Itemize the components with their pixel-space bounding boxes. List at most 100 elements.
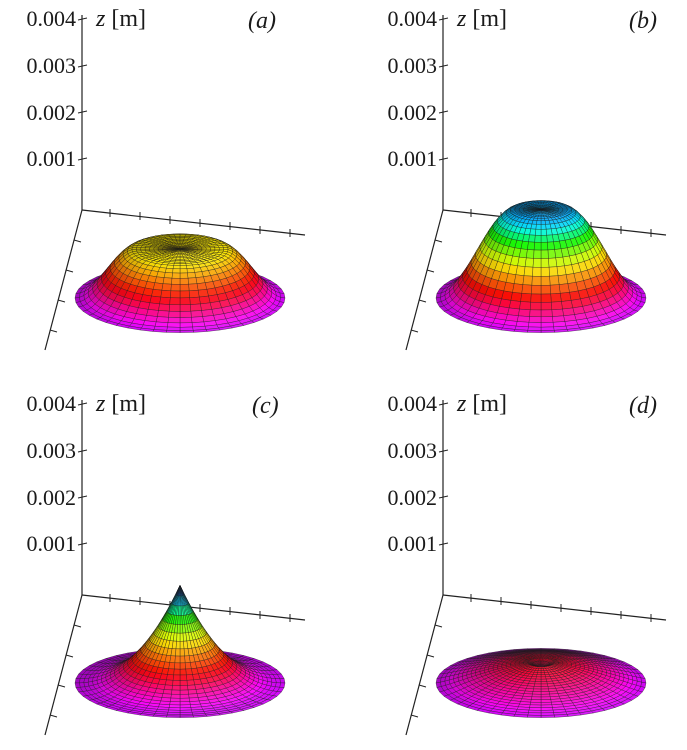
panel-a: 0.004 0.003 0.002 0.001 z [m] (a)	[27, 6, 306, 351]
panel-c: 0.004 0.003 0.002 0.001 z [m] (c)	[27, 391, 306, 736]
surface-facet	[155, 316, 169, 323]
z-tick-label: 0.001	[27, 146, 77, 171]
surface-facet	[186, 679, 195, 686]
surface-facet	[161, 283, 172, 292]
z-tick-label: 0.004	[388, 6, 438, 31]
surface-facet	[524, 257, 534, 268]
surface-facet	[540, 234, 548, 243]
surface-facet	[157, 310, 170, 318]
surface-facet	[527, 714, 542, 718]
panel-label: (b)	[629, 8, 657, 34]
surface-facet	[179, 272, 189, 279]
surface-facet	[168, 304, 181, 312]
surface-facet	[540, 228, 547, 236]
surface-facet	[190, 303, 202, 312]
surface-facet	[184, 655, 191, 664]
surface-facet	[175, 648, 181, 657]
surface-facet	[531, 284, 542, 295]
surface-facet	[536, 218, 542, 222]
surface-facet	[197, 289, 209, 298]
surface-facet	[159, 296, 171, 305]
z-tick-label: 0.004	[27, 6, 77, 31]
surface-facet	[555, 256, 565, 267]
surface-facet	[151, 289, 163, 298]
y-axis-ticks	[49, 239, 82, 333]
surface-facet	[191, 316, 205, 323]
surface-facet	[171, 685, 181, 691]
surface-facet	[540, 699, 552, 703]
surface-facet	[551, 301, 563, 311]
z-tick-mark	[77, 17, 88, 21]
surface-facet	[169, 297, 181, 306]
surface-facet	[540, 301, 553, 311]
surface-facet	[140, 247, 146, 250]
surface-facet	[179, 715, 195, 718]
surface-facet	[559, 292, 572, 302]
surface-facet	[188, 289, 200, 298]
surface-facet	[165, 267, 174, 274]
surface-facet	[179, 640, 185, 650]
surface-facet	[549, 284, 561, 295]
surface-facet	[540, 220, 546, 225]
z-tick-label: 0.003	[388, 53, 438, 78]
panel-d: 0.004 0.003 0.002 0.001 z [m] (d)	[388, 391, 667, 736]
surface-facet	[519, 301, 531, 311]
surface-facet	[549, 275, 560, 286]
surface-facet	[179, 685, 189, 691]
surface-facet	[558, 283, 570, 294]
surface-facet	[530, 223, 537, 230]
surface-facet	[172, 268, 181, 274]
surface-facet	[540, 683, 549, 687]
surface-facet	[523, 266, 534, 277]
surface-facet	[540, 681, 548, 685]
surface-facet	[516, 315, 530, 323]
surface-facet	[540, 330, 555, 333]
z-tick-label: 0.002	[27, 100, 77, 125]
surface-facet	[537, 670, 542, 673]
surface-facet	[171, 689, 181, 695]
y-axis-line	[405, 594, 444, 736]
surface-facet	[540, 676, 547, 680]
surface-facet	[517, 256, 527, 267]
y-axis-ticks	[410, 239, 443, 333]
surface-facet	[167, 317, 181, 324]
surface-facet	[179, 615, 183, 625]
surface-facet	[179, 310, 192, 318]
surface-facet	[172, 674, 181, 681]
surface-facet	[527, 241, 535, 251]
z-tick-label: 0.003	[27, 53, 77, 78]
surface-facet	[179, 648, 185, 657]
surface-facet	[179, 317, 193, 324]
surface-facet	[179, 674, 188, 681]
surface-facet	[529, 704, 542, 708]
z-tick-mark	[77, 64, 88, 68]
surface-facet	[194, 271, 204, 278]
surface-facet	[540, 326, 555, 331]
surface-facet	[540, 241, 549, 251]
y-axis-line	[44, 594, 83, 736]
y-axis-line	[405, 209, 444, 351]
surface-facet	[540, 688, 550, 692]
surface-facet	[547, 241, 555, 251]
surface-facet	[526, 249, 535, 259]
surface-facet	[535, 224, 542, 230]
surface-facet	[522, 275, 533, 286]
surface-facet	[165, 679, 174, 686]
surface-facet	[152, 282, 164, 291]
z-axis-label: z [m]	[456, 391, 507, 417]
z-tick-label: 0.002	[388, 100, 438, 125]
surface-facet	[546, 234, 554, 243]
surface-facet	[198, 295, 211, 305]
surface-facet	[188, 283, 199, 292]
surface-facet	[179, 304, 192, 312]
surface-facet	[532, 266, 542, 277]
surface-facet	[166, 674, 174, 681]
surface-facet	[548, 257, 558, 268]
surface-facet	[540, 293, 552, 303]
surface-facet	[528, 316, 542, 323]
surface-facet	[170, 693, 181, 699]
surface-facet	[171, 277, 181, 285]
surface-facet	[179, 668, 187, 676]
z-axis-label: z [m]	[95, 6, 146, 32]
x-axis-ticks	[109, 594, 291, 622]
